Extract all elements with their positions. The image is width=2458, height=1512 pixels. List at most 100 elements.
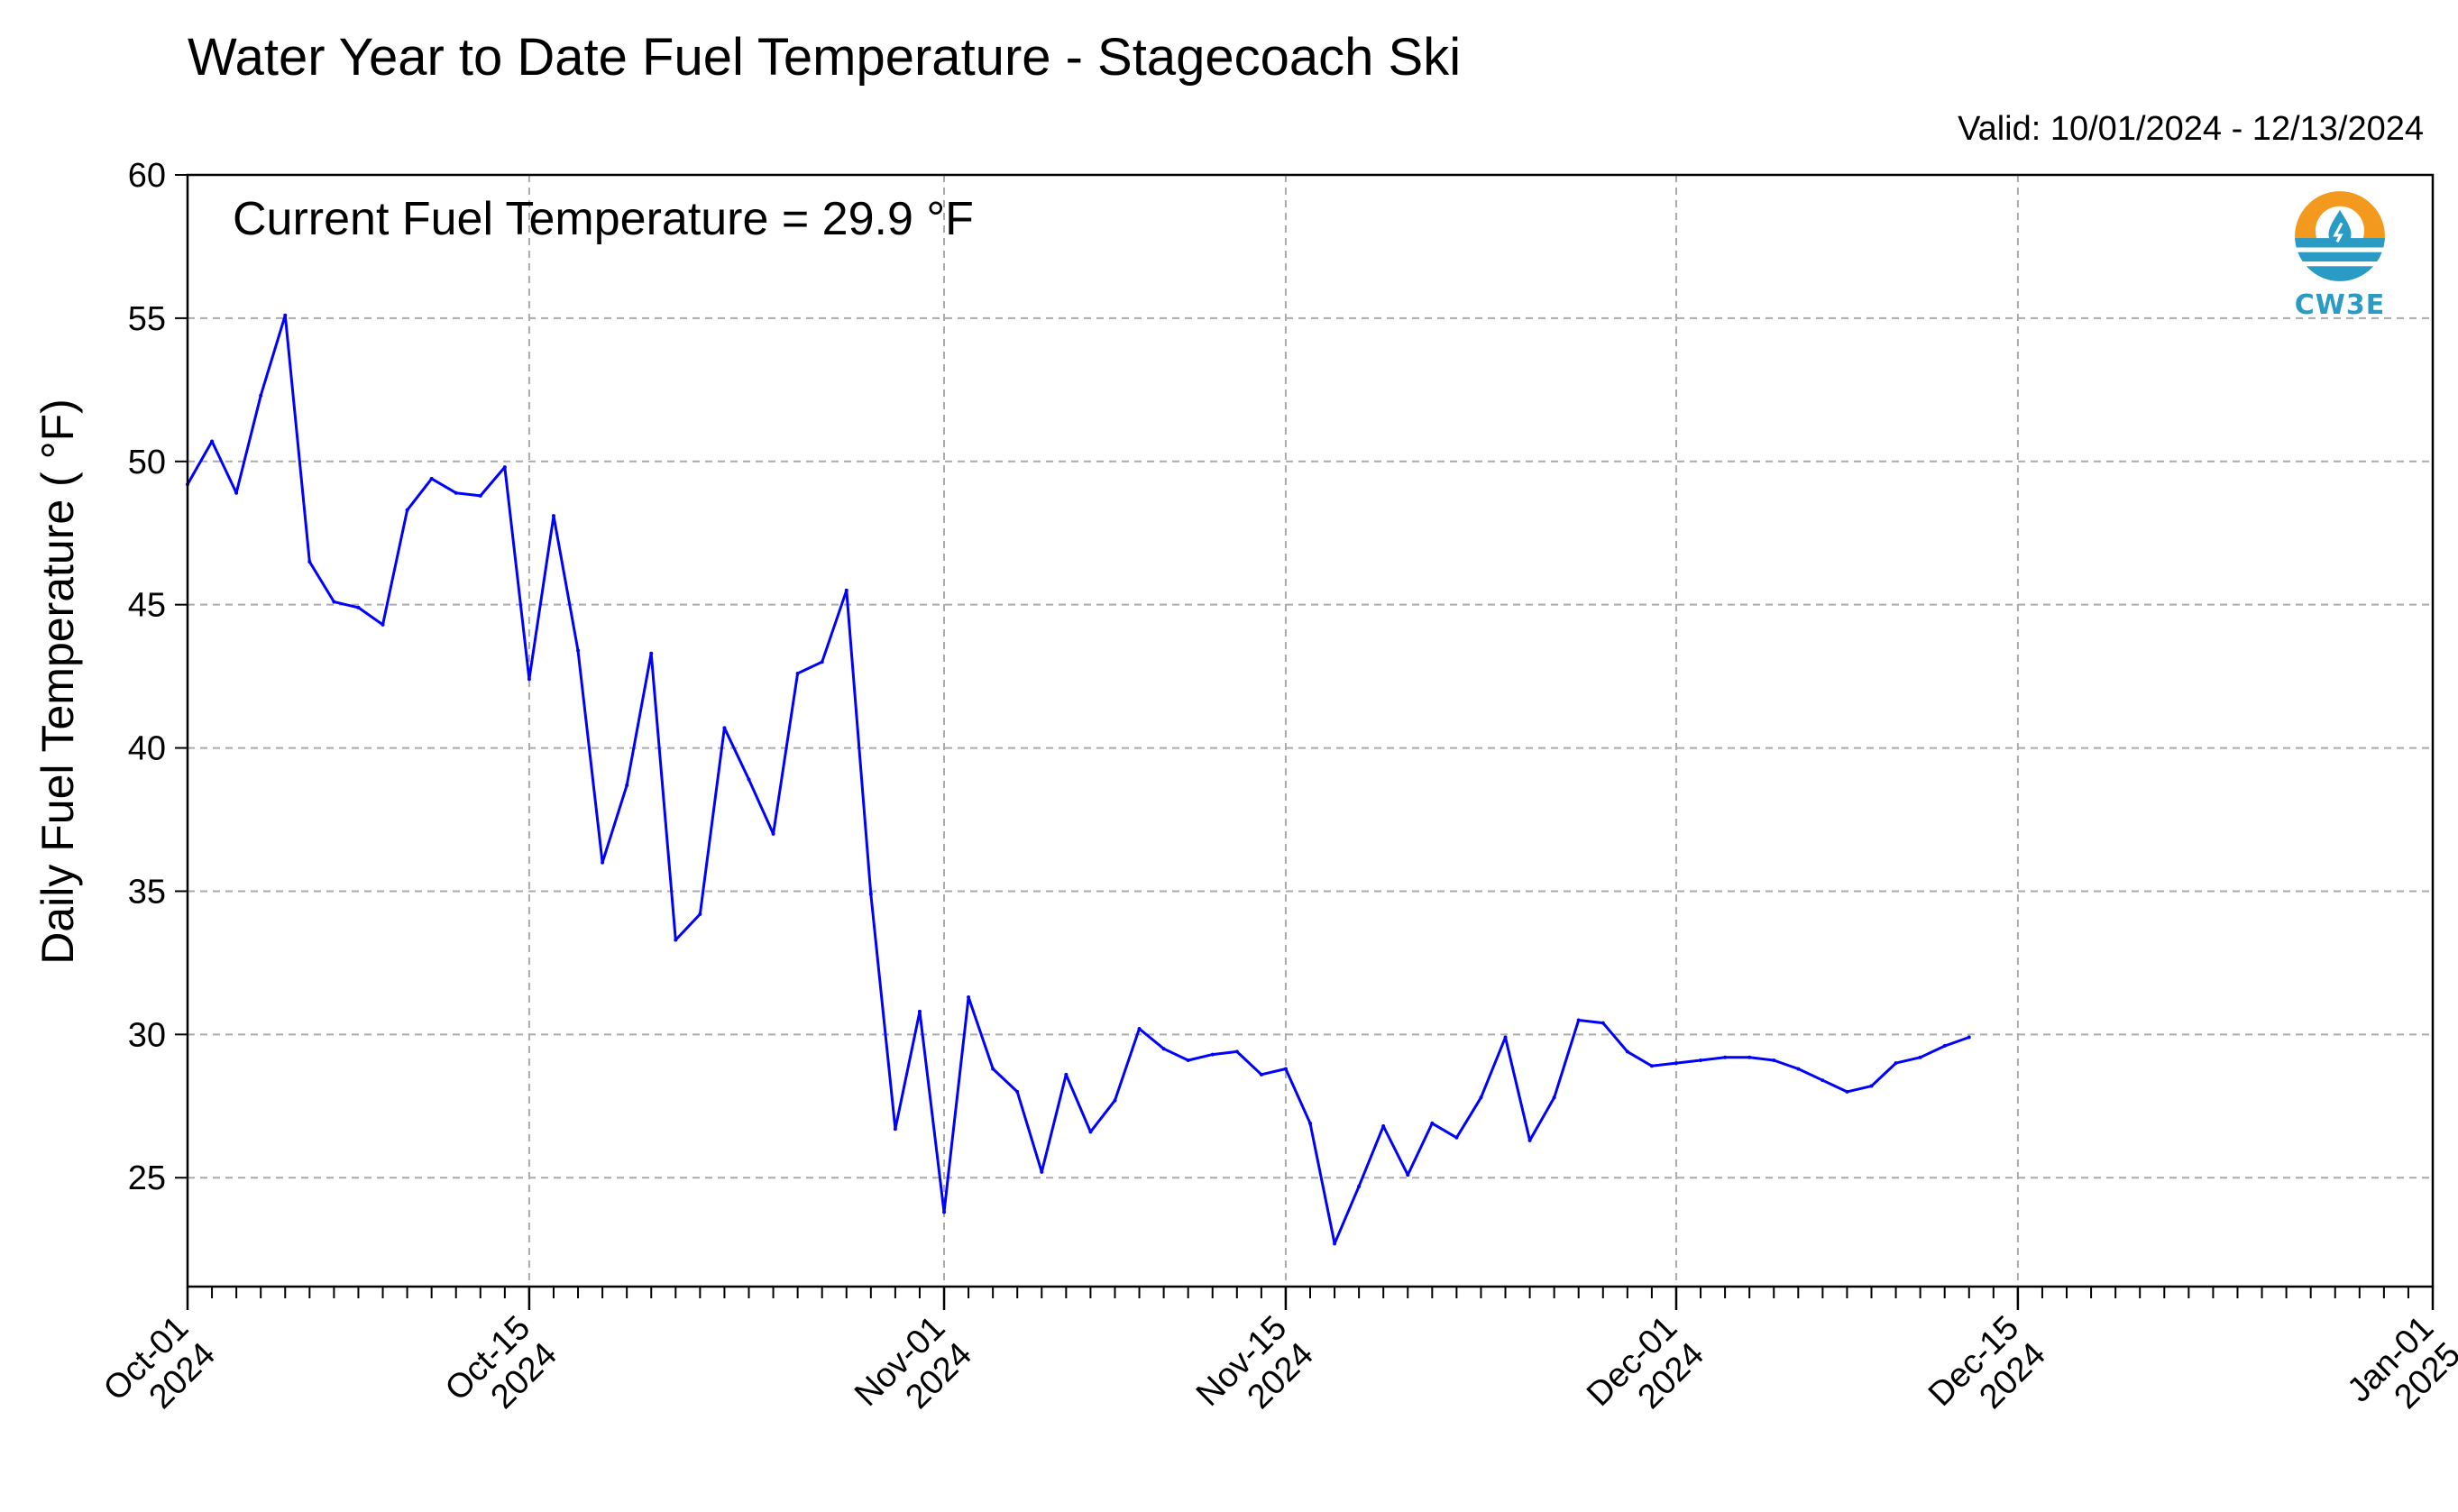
data-point	[551, 514, 555, 518]
data-point	[747, 777, 751, 782]
data-point	[356, 605, 361, 609]
data-point	[527, 677, 531, 682]
data-point	[576, 648, 581, 653]
data-point	[332, 600, 336, 604]
x-tick-label: Oct-012024	[96, 1309, 223, 1435]
data-point	[502, 465, 507, 470]
data-point	[1796, 1067, 1801, 1071]
data-point	[1430, 1121, 1435, 1125]
data-point	[1576, 1018, 1581, 1022]
data-point	[1699, 1058, 1703, 1062]
x-tick-label: Nov-012024	[848, 1309, 979, 1441]
data-point	[1357, 1184, 1362, 1188]
x-tick-label: Dec-012024	[1580, 1309, 1711, 1441]
data-point	[283, 313, 288, 317]
data-point	[478, 493, 482, 498]
data-point	[1259, 1072, 1263, 1077]
y-tick-label: 45	[128, 587, 166, 625]
data-point	[381, 622, 385, 627]
chart-title: Water Year to Date Fuel Temperature - St…	[188, 28, 1462, 87]
data-point	[1088, 1130, 1093, 1134]
grid-lines	[187, 174, 2434, 1287]
cw3e-logo-icon	[2295, 191, 2385, 281]
data-point	[698, 912, 702, 916]
x-tick-label: Oct-152024	[438, 1309, 564, 1435]
data-point	[991, 1067, 995, 1071]
data-point	[795, 671, 800, 675]
y-tick-label: 30	[128, 1016, 166, 1054]
data-point	[868, 892, 873, 896]
data-point	[1186, 1058, 1190, 1062]
data-point	[1942, 1044, 1947, 1049]
data-point	[844, 588, 848, 592]
data-point	[259, 393, 263, 398]
data-point	[601, 860, 605, 865]
fuel-temperature-line	[186, 314, 1970, 1245]
y-tick-label: 35	[128, 873, 166, 911]
current-temperature-annotation: Current Fuel Temperature = 29.9 °F	[233, 193, 974, 245]
data-point	[1454, 1135, 1459, 1140]
data-point	[1137, 1026, 1142, 1031]
x-axis-ticks: Oct-012024 Oct-152024 Nov-012024 Nov-152024…	[96, 1287, 2458, 1441]
data-point	[1649, 1064, 1654, 1068]
data-point	[1381, 1124, 1386, 1129]
data-point	[1772, 1058, 1776, 1062]
cw3e-logo-text: CW3E	[2294, 289, 2386, 321]
data-point	[1625, 1049, 1629, 1054]
data-point	[1210, 1052, 1215, 1057]
data-point	[1869, 1084, 1874, 1088]
data-point	[942, 1210, 947, 1214]
data-point	[1503, 1035, 1508, 1040]
data-point	[1113, 1098, 1117, 1103]
data-point	[1406, 1173, 1410, 1178]
y-tick-label: 55	[128, 300, 166, 338]
data-point	[1723, 1055, 1728, 1059]
y-axis-ticks: 25 30 35 40 45 50 55 60	[128, 157, 188, 1197]
cw3e-logo: CW3E	[2281, 189, 2398, 321]
data-point	[820, 660, 824, 664]
y-tick-label: 60	[128, 157, 166, 195]
data-point	[1064, 1072, 1068, 1077]
data-point	[1918, 1055, 1922, 1059]
data-point	[1747, 1055, 1752, 1059]
data-point	[674, 938, 678, 942]
data-point	[210, 439, 215, 444]
series-layer	[186, 313, 1971, 1246]
valid-date-range: Valid: 10/01/2024 - 12/13/2024	[1958, 110, 2424, 148]
data-point	[1333, 1242, 1337, 1246]
data-point	[1283, 1067, 1288, 1071]
x-tick-label: Jan-012025	[2340, 1309, 2458, 1437]
data-point	[1308, 1121, 1312, 1125]
data-point	[1479, 1095, 1483, 1100]
x-tick-label: Dec-152024	[1921, 1309, 2053, 1441]
data-point	[1600, 1021, 1605, 1025]
data-point	[1015, 1089, 1020, 1094]
data-point	[1552, 1095, 1556, 1100]
data-point	[917, 1009, 922, 1013]
data-point	[1527, 1138, 1532, 1142]
data-point	[429, 476, 434, 481]
data-point	[1234, 1049, 1239, 1054]
y-tick-label: 40	[128, 730, 166, 768]
data-point	[405, 508, 409, 512]
plot-frame	[186, 173, 2435, 1288]
data-point	[1894, 1061, 1898, 1066]
data-point	[1040, 1169, 1044, 1174]
data-point	[1845, 1089, 1849, 1094]
data-point	[234, 490, 239, 495]
data-point	[1161, 1047, 1166, 1051]
data-point	[1821, 1078, 1825, 1083]
data-point	[771, 831, 775, 836]
data-point	[1674, 1061, 1678, 1066]
y-axis-label: Daily Fuel Temperature ( °F)	[32, 399, 83, 965]
data-point	[893, 1127, 897, 1132]
data-point	[722, 726, 727, 730]
y-tick-label: 25	[128, 1159, 166, 1197]
y-tick-label: 50	[128, 444, 166, 481]
data-point	[454, 490, 458, 495]
data-point	[307, 560, 312, 564]
data-point	[1967, 1035, 1971, 1040]
x-tick-label: Nov-152024	[1189, 1309, 1321, 1441]
data-point	[625, 783, 629, 787]
